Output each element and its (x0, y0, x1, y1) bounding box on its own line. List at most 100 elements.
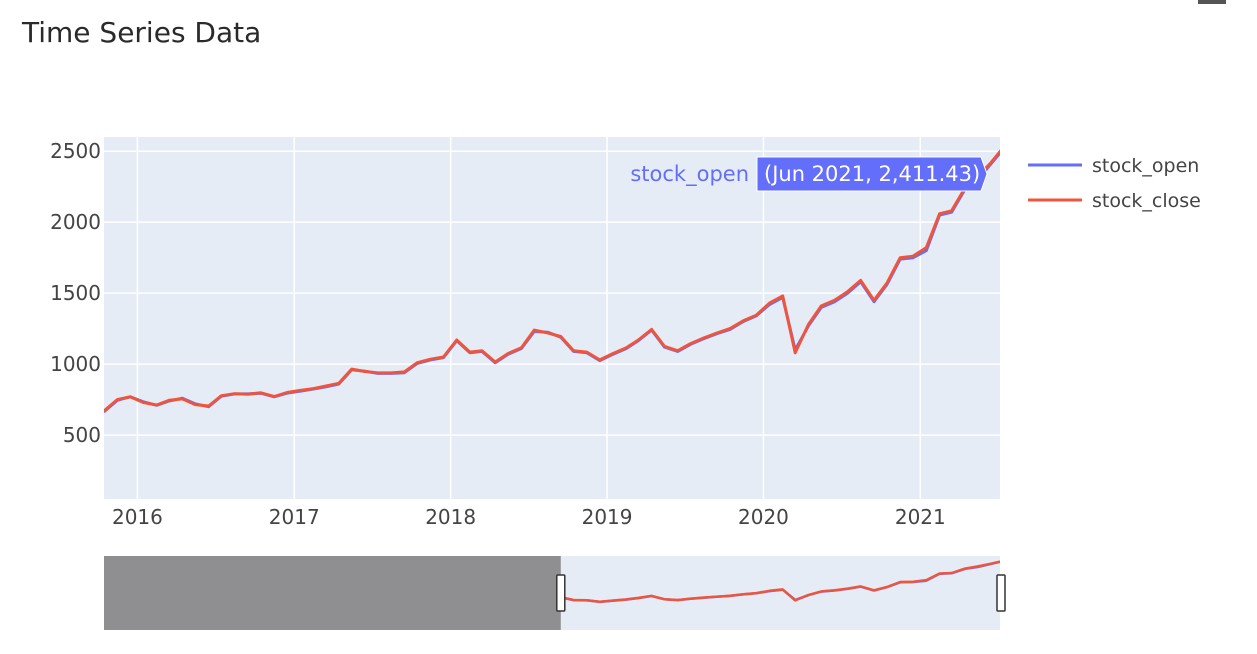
data-point (350, 367, 353, 371)
page-title: Time Series Data (22, 16, 262, 49)
y-tick-label: 1500 (50, 281, 101, 305)
legend-item-stock-open[interactable]: stock_open (1028, 155, 1199, 177)
y-tick-label: 1000 (50, 352, 101, 376)
data-point (611, 352, 615, 355)
data-point (116, 398, 119, 401)
data-point (637, 338, 640, 342)
data-point (925, 246, 928, 249)
data-point (128, 395, 132, 398)
y-tick-label: 2000 (50, 210, 101, 234)
data-point (233, 392, 236, 395)
data-point (167, 399, 171, 402)
data-point (337, 382, 340, 385)
data-point (389, 371, 393, 375)
x-axis: 2016 2017 2018 2019 2020 2021 (112, 505, 946, 529)
data-point (480, 349, 484, 352)
data-point (807, 323, 810, 326)
range-slider-handle-left[interactable] (556, 574, 566, 612)
y-gridlines (104, 150, 1000, 436)
data-point (755, 314, 758, 317)
data-point (1003, 146, 1005, 148)
data-point (455, 338, 458, 342)
data-point (885, 282, 889, 285)
data-point (768, 301, 771, 305)
data-point (299, 389, 302, 392)
data-point (506, 352, 510, 355)
data-point (363, 370, 367, 373)
data-point (716, 331, 719, 335)
data-point (728, 327, 732, 330)
data-point (520, 346, 523, 349)
data-point (625, 346, 628, 349)
x-tick-label: 2017 (269, 505, 320, 529)
data-point (585, 350, 589, 354)
range-slider-mask (104, 556, 561, 630)
data-point (272, 395, 276, 398)
legend[interactable]: stock_open stock_close (1028, 155, 1201, 212)
data-point (846, 290, 849, 293)
data-point (194, 403, 197, 406)
x-tick-label: 2021 (895, 505, 946, 529)
data-point (442, 355, 445, 359)
plot-area[interactable] (104, 137, 1000, 499)
data-point (650, 328, 653, 331)
data-point (376, 371, 379, 375)
data-point (324, 384, 327, 388)
data-point (155, 403, 158, 407)
data-point (259, 391, 262, 394)
data-point (781, 294, 784, 298)
data-point (429, 358, 432, 361)
data-point (938, 212, 941, 215)
range-slider-handle-right[interactable] (996, 574, 1006, 612)
data-point (742, 319, 745, 322)
data-point (416, 361, 419, 364)
data-point (820, 304, 823, 308)
x-gridlines (136, 137, 922, 499)
data-point (989, 161, 993, 164)
x-tick-label: 2020 (738, 505, 789, 529)
hover-series-name: stock_open (630, 162, 749, 187)
x-tick-label: 2019 (582, 505, 633, 529)
top-edge-mark (1198, 0, 1226, 4)
data-point (859, 279, 862, 282)
data-point (285, 391, 289, 394)
data-point (598, 358, 601, 362)
data-point (220, 394, 223, 397)
data-point (494, 360, 497, 364)
legend-label: stock_open (1092, 155, 1199, 177)
data-point (925, 249, 928, 252)
legend-item-stock-close[interactable]: stock_close (1028, 190, 1201, 212)
data-point (403, 370, 406, 374)
data-point (950, 209, 953, 212)
data-point (104, 409, 106, 413)
x-tick-label: 2016 (112, 505, 163, 529)
data-point (246, 393, 250, 396)
series-lines (104, 146, 1005, 413)
data-point (833, 299, 836, 302)
data-point (702, 336, 706, 340)
x-tick-label: 2018 (425, 505, 476, 529)
y-axis: 500 1000 1500 2000 2500 (50, 139, 101, 447)
data-point (911, 255, 915, 258)
data-point (559, 335, 562, 338)
data-point (546, 331, 549, 335)
data-point (872, 299, 876, 302)
data-point (312, 387, 315, 390)
data-point (572, 349, 575, 352)
data-point (689, 342, 692, 345)
data-point (899, 256, 902, 259)
hover-label-value: (Jun 2021, 2,411.43) (764, 162, 980, 186)
series-line-stock-close (104, 149, 1000, 413)
y-tick-label: 500 (63, 423, 101, 447)
data-point (181, 397, 184, 401)
y-tick-label: 2500 (50, 139, 101, 163)
data-point (533, 328, 536, 332)
legend-label: stock_close (1092, 190, 1201, 212)
data-point (676, 349, 679, 352)
data-point (468, 350, 472, 354)
hover-tooltip: (Jun 2021, 2,411.43) stock_open (630, 156, 988, 192)
data-point (1003, 147, 1005, 149)
data-point (663, 345, 666, 348)
data-point (207, 404, 210, 408)
